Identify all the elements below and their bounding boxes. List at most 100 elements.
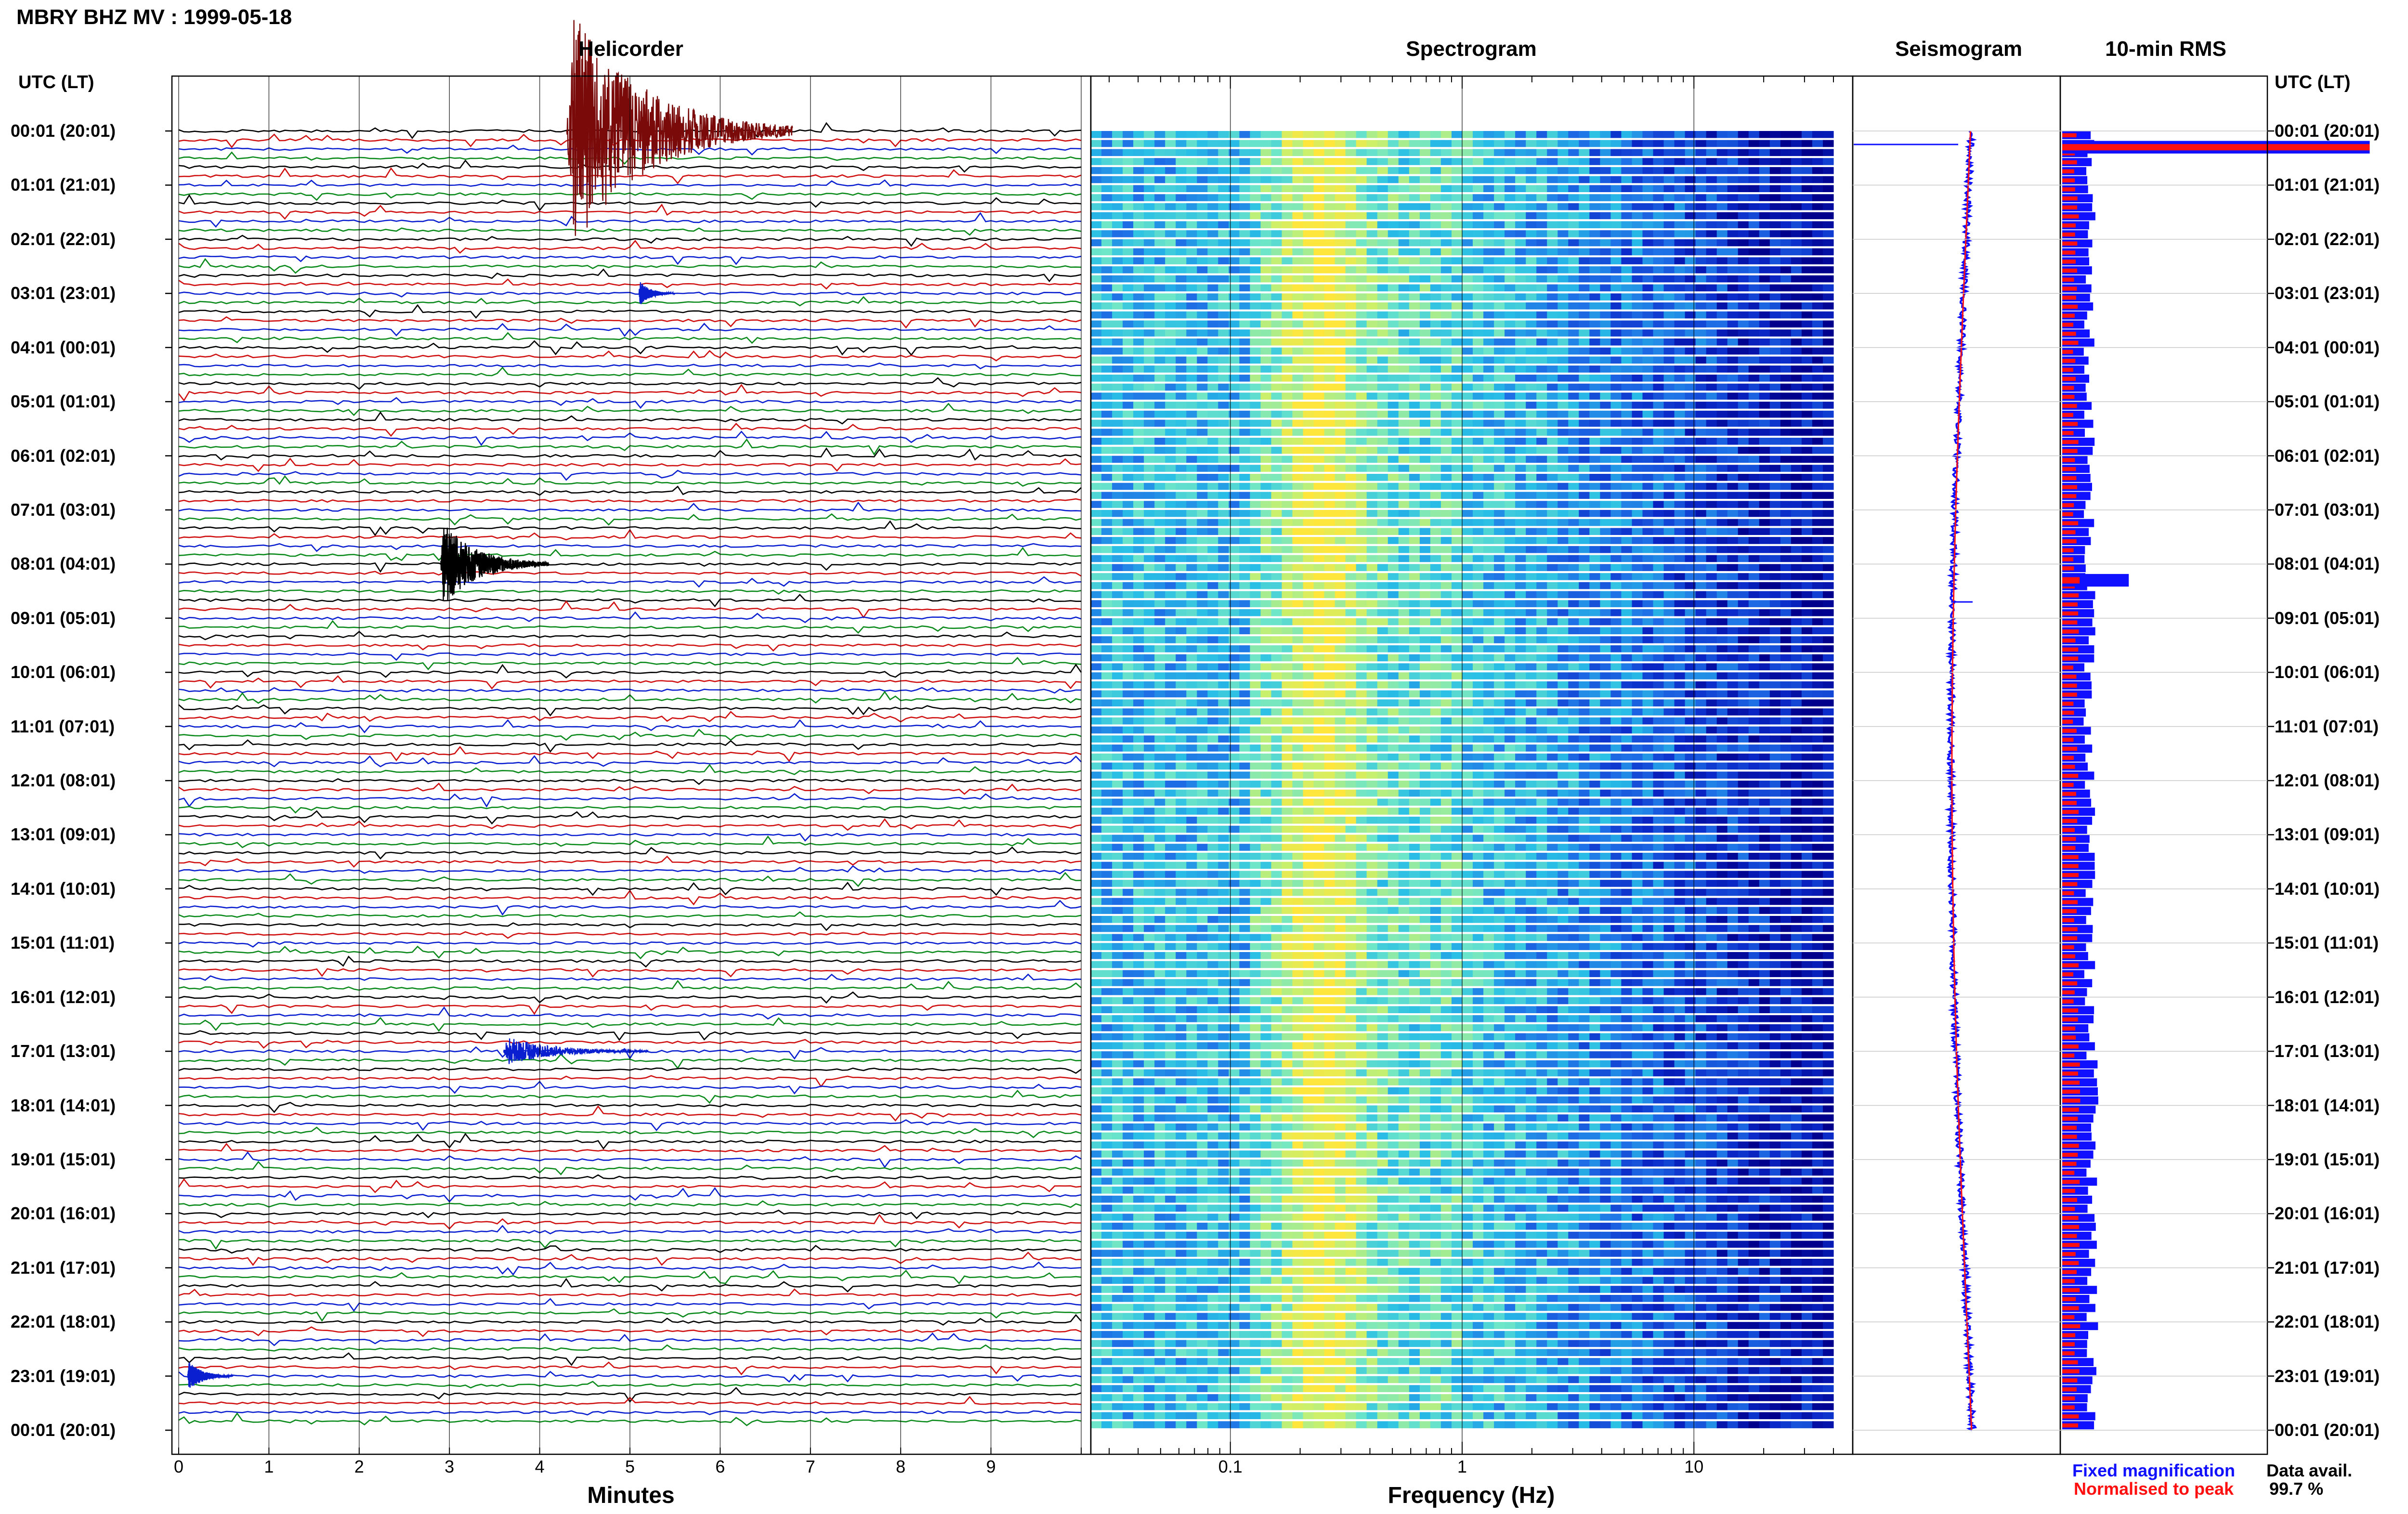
spectrogram-cell	[1239, 203, 1250, 210]
spectrogram-cell	[1261, 239, 1272, 247]
spectrogram-cell	[1675, 239, 1686, 247]
spectrogram-cell	[1727, 672, 1739, 679]
spectrogram-cell	[1165, 744, 1176, 752]
spectrogram-cell	[1738, 618, 1749, 626]
helicorder-event	[441, 528, 549, 601]
spectrogram-cell	[1452, 438, 1463, 445]
spectrogram-cell	[1802, 420, 1813, 427]
spectrogram-cell	[1218, 293, 1229, 300]
spectrogram-cell	[1791, 681, 1802, 689]
spectrogram-cell	[1610, 411, 1622, 418]
spectrogram-cell	[1176, 420, 1187, 427]
spectrogram-cell	[1144, 158, 1155, 165]
spectrogram-cell	[1675, 546, 1686, 553]
spectrogram-cell	[1557, 248, 1569, 256]
spectrogram-cell	[1505, 239, 1516, 247]
spectrogram-cell	[1335, 149, 1346, 157]
spectrogram-cell	[1409, 474, 1420, 481]
spectrogram-cell	[1207, 699, 1218, 706]
spectrogram-cell	[1303, 699, 1314, 706]
spectrogram-cell	[1812, 501, 1823, 508]
spectrogram-cell	[1579, 618, 1590, 626]
spectrogram-cell	[1420, 257, 1431, 264]
spectrogram-cell	[1600, 744, 1611, 752]
spectrogram-cell	[1632, 609, 1643, 616]
spectrogram-cell	[1632, 672, 1643, 679]
spectrogram-cell	[1197, 140, 1208, 147]
spectrogram-cell	[1727, 618, 1739, 626]
spectrogram-cell	[1430, 727, 1441, 734]
spectrogram-cell	[1271, 465, 1283, 472]
spectrogram-cell	[1664, 691, 1675, 698]
spectrogram-cell	[1154, 275, 1165, 283]
spectrogram-cell	[1738, 329, 1749, 337]
spectrogram-cell	[1706, 727, 1717, 734]
spectrogram-cell	[1600, 185, 1611, 192]
spectrogram-cell	[1346, 555, 1357, 562]
spectrogram-cell	[1356, 356, 1367, 364]
spectrogram-cell	[1123, 266, 1134, 274]
spectrogram-cell	[1643, 663, 1654, 670]
spectrogram-cell	[1261, 582, 1272, 589]
spectrogram-cell	[1314, 718, 1325, 725]
spectrogram-cell	[1441, 185, 1452, 192]
spectrogram-cell	[1621, 365, 1632, 373]
spectrogram-cell	[1653, 348, 1664, 355]
spectrogram-cell	[1568, 194, 1579, 201]
spectrogram-cell	[1399, 167, 1410, 174]
spectrogram-cell	[1239, 582, 1250, 589]
spectrogram-cell	[1780, 384, 1792, 391]
spectrogram-cell	[1664, 402, 1675, 409]
spectrogram-cell	[1335, 519, 1346, 526]
spectrogram-cell	[1271, 681, 1283, 689]
spectrogram-cell	[1823, 275, 1834, 283]
spectrogram-cell	[1218, 546, 1229, 553]
spectrogram-cell	[1218, 302, 1229, 310]
spectrogram-cell	[1696, 483, 1707, 490]
spectrogram-cell	[1664, 501, 1675, 508]
spectrogram-cell	[1197, 645, 1208, 653]
spectrogram-cell	[1452, 266, 1463, 274]
spectrogram-cell	[1696, 384, 1707, 391]
spectrogram-cell	[1186, 537, 1197, 544]
spectrogram-cell	[1823, 194, 1834, 201]
spectrogram-cell	[1186, 411, 1197, 418]
spectrogram-cell	[1112, 465, 1123, 472]
spectrogram-cell	[1664, 375, 1675, 382]
spectrogram-cell	[1579, 708, 1590, 716]
spectrogram-cell	[1664, 356, 1675, 364]
spectrogram-cell	[1441, 627, 1452, 635]
spectrogram-cell	[1388, 312, 1399, 319]
spectrogram-cell	[1154, 230, 1165, 237]
spectrogram-cell	[1388, 212, 1399, 220]
spectrogram-cell	[1197, 411, 1208, 418]
spectrogram-cell	[1324, 375, 1335, 382]
spectrogram-cell	[1346, 149, 1357, 157]
spectrogram-cell	[1271, 519, 1283, 526]
spectrogram-cell	[1664, 718, 1675, 725]
spectrogram-cell	[1505, 402, 1516, 409]
spectrogram-cell	[1632, 501, 1643, 508]
spectrogram-cell	[1271, 420, 1283, 427]
spectrogram-cell	[1293, 672, 1304, 679]
spectrogram-cell	[1409, 546, 1420, 553]
spectrogram-cell	[1282, 185, 1293, 192]
spectrogram-cell	[1186, 636, 1197, 643]
spectrogram-cell	[1717, 465, 1728, 472]
spectrogram-cell	[1706, 356, 1717, 364]
spectrogram-cell	[1823, 735, 1834, 743]
spectrogram-cell	[1367, 727, 1378, 734]
spectrogram-cell	[1696, 230, 1707, 237]
spectrogram-cell	[1420, 212, 1431, 220]
spectrogram-cell	[1112, 321, 1123, 328]
spectrogram-cell	[1473, 654, 1484, 662]
spectrogram-cell	[1610, 312, 1622, 319]
spectrogram-cell	[1823, 501, 1834, 508]
spectrogram-cell	[1526, 185, 1537, 192]
spectrogram-cell	[1388, 230, 1399, 237]
spectrogram-cell	[1749, 131, 1760, 138]
spectrogram-cell	[1377, 185, 1388, 192]
spectrogram-cell	[1207, 465, 1218, 472]
spectrogram-cell	[1250, 230, 1261, 237]
spectrogram-cell	[1706, 348, 1717, 355]
